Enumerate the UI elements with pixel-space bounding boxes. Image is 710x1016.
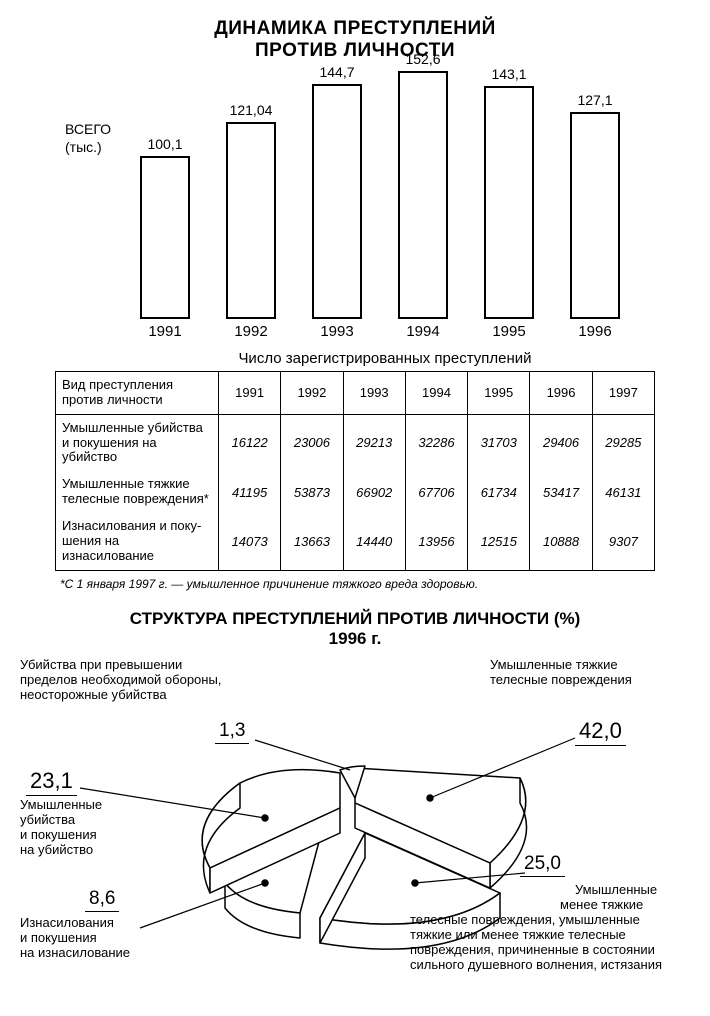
bar-column: 143,1 1995 [479, 66, 539, 340]
pie-label: Умышленные менее тяжкие телесные поврежд… [410, 883, 690, 973]
bar-value-label: 144,7 [319, 64, 354, 80]
row-label: Умышленные тяжкие телесные повреждения* [56, 471, 219, 513]
cell: 61734 [468, 471, 530, 513]
cell: 66902 [343, 471, 405, 513]
pie-label: Убийства при превышениипределов необходи… [20, 658, 245, 703]
title-line1: ДИНАМИКА ПРЕСТУПЛЕНИЙ [214, 18, 496, 39]
bar-value-label: 121,04 [230, 102, 273, 118]
col-year: 1991 [219, 371, 281, 414]
col-year: 1994 [405, 371, 467, 414]
cell: 53873 [281, 471, 343, 513]
pie-value: 42,0 [575, 718, 626, 746]
row-label: Изнасилования и поку­шения на изнасилова… [56, 513, 219, 570]
bar-column: 100,1 1991 [135, 136, 195, 340]
cell: 67706 [405, 471, 467, 513]
table-row: Умышленные тяжкие телесные повреждения* … [56, 471, 655, 513]
row-label: Умышленные убийства и покушения на убийс… [56, 414, 219, 471]
col-year: 1996 [530, 371, 592, 414]
bar [312, 84, 362, 319]
cell: 10888 [530, 513, 592, 570]
cell: 13956 [405, 513, 467, 570]
bar-column: 127,1 1996 [565, 92, 625, 340]
col-year: 1997 [592, 371, 654, 414]
bar-category-label: 1993 [320, 323, 353, 340]
bar-column: 121,04 1992 [221, 102, 281, 340]
pie-label: Изнасилованияи покушенияна изнасилование [20, 916, 170, 961]
cell: 9307 [592, 513, 654, 570]
bar-value-label: 152,6 [405, 51, 440, 67]
page: ДИНАМИКА ПРЕСТУПЛЕНИЙ ПРОТИВ ЛИЧНОСТИ ВС… [0, 0, 710, 1012]
pie-value: 8,6 [85, 888, 119, 912]
bar-category-label: 1992 [234, 323, 267, 340]
cell: 31703 [468, 414, 530, 471]
table-title: Число зарегистрированных преступлений [80, 350, 690, 367]
chart-title: ДИНАМИКА ПРЕСТУПЛЕНИЙ ПРОТИВ ЛИЧНОСТИ [20, 18, 690, 62]
bar-value-label: 143,1 [491, 66, 526, 82]
pie-chart: Убийства при превышениипределов необходи… [20, 658, 690, 988]
bar [226, 122, 276, 319]
cell: 16122 [219, 414, 281, 471]
cell: 29285 [592, 414, 654, 471]
bar-category-label: 1991 [148, 323, 181, 340]
cell: 13663 [281, 513, 343, 570]
cell: 29213 [343, 414, 405, 471]
cell: 53417 [530, 471, 592, 513]
pie-title: СТРУКТУРА ПРЕСТУПЛЕНИЙ ПРОТИВ ЛИЧНОСТИ (… [20, 609, 690, 650]
data-table: Вид преступления против личности 1991 19… [55, 371, 655, 571]
leader-line [255, 740, 350, 770]
col-year: 1995 [468, 371, 530, 414]
pie-label: Умышленные тяжкиетелесные повреждения [490, 658, 680, 688]
pie-value: 23,1 [26, 768, 77, 796]
pie-value: 25,0 [520, 853, 565, 877]
y-axis-label: ВСЕГО (тыс.) [65, 120, 111, 156]
cell: 12515 [468, 513, 530, 570]
bar-value-label: 127,1 [577, 92, 612, 108]
table-footnote: *С 1 января 1997 г. — умышленное причине… [60, 577, 690, 591]
bar-category-label: 1996 [578, 323, 611, 340]
cell: 41195 [219, 471, 281, 513]
pie-label: Умышленныеубийстваи покушенияна убийство [20, 798, 140, 858]
bar-value-label: 100,1 [147, 136, 182, 152]
bar-chart: ВСЕГО (тыс.) 100,11991121,041992144,7199… [75, 80, 635, 340]
bar-column: 144,7 1993 [307, 64, 367, 340]
table-row: Изнасилования и поку­шения на изнасилова… [56, 513, 655, 570]
bar [140, 156, 190, 319]
cell: 29406 [530, 414, 592, 471]
bar [398, 71, 448, 319]
col-year: 1992 [281, 371, 343, 414]
pie-value: 1,3 [215, 720, 249, 744]
col-year: 1993 [343, 371, 405, 414]
table-corner: Вид преступления против личности [56, 371, 219, 414]
cell: 46131 [592, 471, 654, 513]
bar-column: 152,6 1994 [393, 51, 453, 340]
bar [484, 86, 534, 319]
bar [570, 112, 620, 319]
pie-title-line2: 1996 г. [329, 629, 382, 648]
table-row: Умышленные убийства и покушения на убийс… [56, 414, 655, 471]
cell: 14440 [343, 513, 405, 570]
bar-category-label: 1995 [492, 323, 525, 340]
table-header-row: Вид преступления против личности 1991 19… [56, 371, 655, 414]
cell: 32286 [405, 414, 467, 471]
bar-category-label: 1994 [406, 323, 439, 340]
cell: 14073 [219, 513, 281, 570]
cell: 23006 [281, 414, 343, 471]
pie-title-line1: СТРУКТУРА ПРЕСТУПЛЕНИЙ ПРОТИВ ЛИЧНОСТИ (… [130, 609, 581, 628]
